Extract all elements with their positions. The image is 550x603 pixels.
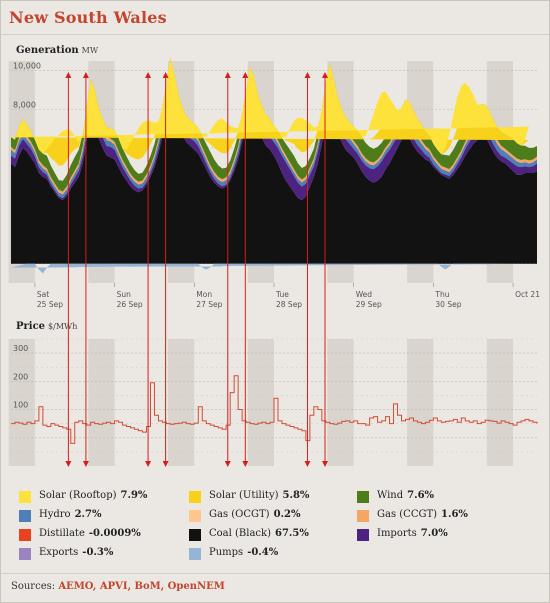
footer-sources[interactable]: AEMO, APVI, BoM, OpenNEM xyxy=(58,581,225,592)
generation-xtick-label: Mon xyxy=(196,290,212,299)
legend-label: Wind 7.6% xyxy=(377,490,434,501)
legend-swatch xyxy=(189,510,201,522)
night-band-price-4 xyxy=(327,339,354,466)
title-divider xyxy=(1,34,549,35)
legend-swatch xyxy=(357,510,369,522)
legend-name: Gas (OCGT) xyxy=(209,509,270,520)
legend-name: Wind xyxy=(377,490,404,501)
legend-percent: 2.7% xyxy=(74,509,102,520)
generation-label: Generation xyxy=(16,45,79,56)
legend-name: Gas (CCGT) xyxy=(377,509,438,520)
legend-swatch xyxy=(189,529,201,541)
legend-percent: -0.3% xyxy=(82,547,114,558)
night-band-price-0 xyxy=(8,339,35,466)
generation-xtick-label: Tue xyxy=(275,290,289,299)
legend-percent: 7.9% xyxy=(120,490,148,501)
legend-name: Hydro xyxy=(39,509,71,520)
night-band-price-1 xyxy=(88,339,115,466)
legend-label: Hydro 2.7% xyxy=(39,509,101,520)
legend-percent: -0.0009% xyxy=(88,528,141,539)
generation-ytick-label: 8,000 xyxy=(13,100,36,109)
legend-swatch xyxy=(19,548,31,560)
legend-name: Pumps xyxy=(209,547,244,558)
footer-prefix: Sources: xyxy=(11,581,56,592)
generation-ytick-label: 10,000 xyxy=(13,62,41,71)
generation-unit: MW xyxy=(81,46,99,55)
area-imports xyxy=(11,87,537,200)
generation-xtick-sublabel: 27 Sep xyxy=(196,300,222,309)
legend-name: Exports xyxy=(39,547,79,558)
area-solar-utility xyxy=(11,57,530,166)
generation-xtick-label: Sat xyxy=(37,290,49,299)
night-band-price-3 xyxy=(247,339,274,466)
legend-label: Gas (OCGT) 0.2% xyxy=(209,509,300,520)
price-heading: Price $/MWh xyxy=(16,321,77,332)
price-unit: $/MWh xyxy=(48,322,78,331)
generation-xtick-sublabel: 28 Sep xyxy=(276,300,302,309)
night-band-price-5 xyxy=(407,339,434,466)
legend-percent: 7.6% xyxy=(407,490,435,501)
price-ytick-label: 100 xyxy=(13,401,28,410)
legend-percent: 5.8% xyxy=(282,490,310,501)
legend-label: Solar (Utility) 5.8% xyxy=(209,490,309,501)
generation-xtick-label: Thu xyxy=(434,290,449,299)
footer: Sources: AEMO, APVI, BoM, OpenNEM xyxy=(11,581,225,592)
generation-heading: Generation MW xyxy=(16,45,98,56)
legend-label: Gas (CCGT) 1.6% xyxy=(377,509,468,520)
legend-swatch xyxy=(357,529,369,541)
legend-label: Solar (Rooftop) 7.9% xyxy=(39,490,147,501)
price-line xyxy=(11,375,538,444)
legend-swatch xyxy=(189,491,201,503)
legend-label: Coal (Black) 67.5% xyxy=(209,528,309,539)
generation-xtick-label: Sun xyxy=(117,290,132,299)
legend-name: Imports xyxy=(377,528,417,539)
legend-percent: 67.5% xyxy=(274,528,309,539)
night-band-price-2 xyxy=(168,339,195,466)
legend-name: Distillate xyxy=(39,528,85,539)
night-band-price-6 xyxy=(486,339,514,466)
legend-label: Imports 7.0% xyxy=(377,528,448,539)
legend-percent: -0.4% xyxy=(247,547,279,558)
price-ytick-label: 300 xyxy=(13,344,28,353)
legend-percent: 0.2% xyxy=(273,509,301,520)
legend-name: Coal (Black) xyxy=(209,528,271,539)
page-title: New South Wales xyxy=(9,8,167,27)
legend-swatch xyxy=(19,529,31,541)
legend-name: Solar (Rooftop) xyxy=(39,490,117,501)
legend-label: Distillate -0.0009% xyxy=(39,528,141,539)
legend-label: Pumps -0.4% xyxy=(209,547,278,558)
generation-xtick-sublabel: 26 Sep xyxy=(117,300,143,309)
legend-swatch xyxy=(19,491,31,503)
generation-xtick-sublabel: 25 Sep xyxy=(37,300,63,309)
area-pumps xyxy=(11,263,530,274)
footer-divider xyxy=(1,573,549,574)
price-ytick-label: 200 xyxy=(13,372,28,381)
legend-percent: 7.0% xyxy=(420,528,448,539)
generation-xtick-sublabel: 29 Sep xyxy=(356,300,382,309)
area-solar-rooftop xyxy=(11,57,530,155)
legend-swatch xyxy=(19,510,31,522)
legend-swatch xyxy=(189,548,201,560)
generation-xtick-label: Oct 21 xyxy=(515,290,540,299)
legend-name: Solar (Utility) xyxy=(209,490,279,501)
generation-xtick-label: Wed xyxy=(356,290,373,299)
legend-swatch xyxy=(357,491,369,503)
legend-percent: 1.6% xyxy=(441,509,468,520)
generation-xtick-sublabel: 30 Sep xyxy=(435,300,461,309)
legend-label: Exports -0.3% xyxy=(39,547,113,558)
price-label: Price xyxy=(16,321,46,332)
